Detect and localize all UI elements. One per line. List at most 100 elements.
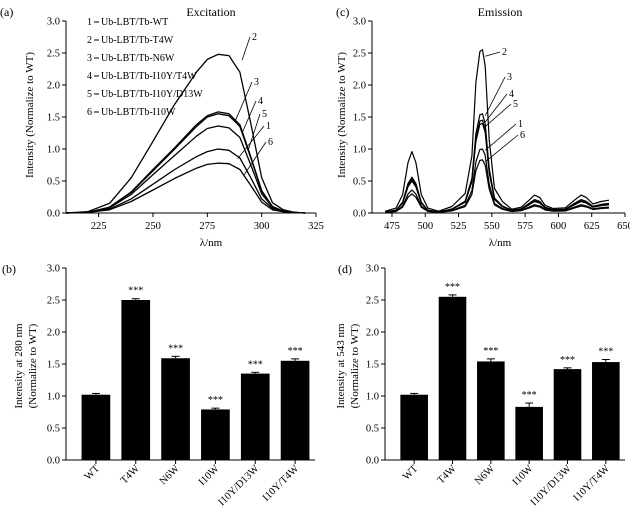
panel-b-ytick-label: 2.0: [47, 328, 60, 339]
panel-a-legend: 1 Ub-LBT/Tb-WT 2 Ub-LBT/Tb-T4W 3 Ub-LBT/…: [87, 17, 203, 118]
panel-a-ytick-label: 2.0: [47, 81, 60, 92]
panel-b-letter: (b): [2, 262, 16, 276]
panel-d-ytick-label: 1.5: [366, 360, 379, 371]
panel-a-xtick-label: 325: [308, 221, 324, 232]
panel-b-significance-I10Y/D13W: ***: [248, 359, 263, 370]
panel-d-bar-I10W: [515, 406, 543, 460]
emission-curve-label-2: 2: [502, 47, 507, 58]
panel-b-xtick-label-I10Y/T4W: I10Y/T4W: [261, 463, 301, 503]
excitation-curve-label-1: 1: [266, 121, 271, 132]
panel-b-bar-I10Y/D13W: [240, 373, 270, 460]
panel-c-letter: (c): [336, 5, 349, 19]
panel-b-bar-I10W: [201, 409, 230, 460]
panel-b-ytick-label: 0.0: [47, 456, 60, 467]
panel-d-ytick-label: 2.5: [366, 296, 379, 307]
emission-label-leader-1: [484, 123, 517, 151]
panel-b-ytick-label: 1.5: [47, 360, 60, 371]
legend-entry-2: 2 Ub-LBT/Tb-T4W: [87, 35, 174, 46]
panel-d-ytick-label: 1.0: [366, 392, 379, 403]
panel-d: (d) 0.00.51.01.52.02.53.0WT T4W N6W I10WI10…: [335, 262, 625, 508]
excitation-curve-label-2: 2: [252, 32, 257, 43]
panel-d-bar-I10Y/T4W: [592, 362, 620, 460]
panel-c-title: Emission: [478, 5, 523, 19]
legend-label-5: Ub-LBT/Tb-I10Y/D13W: [101, 89, 203, 100]
panel-b: (b) 0.00.51.01.52.02.53.0WT T4W N6W I10WI10…: [2, 262, 315, 508]
panel-d-xtick-label-WT: WT: [401, 463, 421, 483]
panel-d-xtick-label-T4W: T4W: [436, 463, 459, 486]
excitation-curve-label-4: 4: [258, 96, 263, 107]
panel-d-letter: (d): [338, 262, 352, 276]
panel-c-ylabel: Intensity (Normalize to WT): [336, 52, 348, 178]
panel-c-xtick-label: 575: [517, 221, 533, 232]
emission-label-leader-2: [485, 51, 501, 57]
panel-a-title: Excitation: [186, 5, 235, 19]
panel-c-ytick-label: 1.0: [353, 145, 366, 156]
emission-curve-6: [385, 159, 610, 213]
panel-a-ytick-label: 3.0: [47, 17, 60, 28]
panel-c-curves: [385, 49, 610, 213]
panel-c-ytick-label: 3.0: [353, 17, 366, 28]
panel-d-xtick-label-I10Y/D13W: I10Y/D13W: [529, 463, 574, 508]
panel-c-ytick-label: 2.5: [353, 49, 366, 60]
excitation-label-leader-2: [241, 36, 251, 61]
panel-c-axes: 0.0 0.5 1.0 1.5 2.0 2.5 3.0 475 500 525 550 575 600 6…: [353, 17, 630, 233]
excitation-curve-1: [65, 148, 306, 214]
panel-b-xtick-label-N6W: N6W: [158, 463, 182, 487]
panel-b-xtick-label-I10W: I10W: [197, 463, 222, 488]
panel-a-xtick-label: 275: [199, 221, 215, 232]
legend-entry-5: 5 Ub-LBT/Tb-I10Y/D13W: [87, 89, 203, 100]
emission-curve-label-4: 4: [509, 89, 514, 100]
excitation-curve-label-3: 3: [254, 77, 259, 88]
panel-c-xtick-label: 525: [451, 221, 467, 232]
panel-d-significance-I10Y/T4W: ***: [598, 347, 613, 358]
panel-d-significance-I10Y/D13W: ***: [560, 355, 575, 366]
legend-entry-3: 3 Ub-LBT/Tb-N6W: [87, 53, 175, 64]
excitation-label-leader-6: [243, 141, 267, 175]
emission-label-leader-6: [484, 134, 519, 163]
legend-num-6: 6: [87, 107, 92, 118]
legend-num-2: 2: [87, 35, 92, 46]
panel-a-xtick-label: 250: [145, 221, 161, 232]
panel-b-significance-N6W: ***: [168, 343, 183, 354]
excitation-curve-label-6: 6: [268, 137, 273, 148]
legend-num-4: 4: [87, 71, 92, 82]
legend-num-5: 5: [87, 89, 92, 100]
panel-a-letter: (a): [0, 5, 13, 19]
panel-a-xlabel: λ/nm: [200, 237, 223, 249]
panel-c-ytick-label: 0.5: [353, 177, 366, 188]
excitation-label-leader-4: [241, 100, 257, 134]
emission-label-leader-5: [484, 103, 512, 127]
panel-b-bar-I10Y/T4W: [280, 360, 310, 460]
panel-a-xtick-label: 300: [254, 221, 270, 232]
excitation-label-leader-1: [237, 125, 265, 159]
panel-a-xtick-label: 225: [91, 221, 107, 232]
panel-d-xtick-label-N6W: N6W: [473, 463, 497, 487]
emission-curve-label-3: 3: [507, 72, 512, 83]
emission-curve-2: [385, 49, 610, 212]
panel-a-ytick-label: 2.5: [47, 49, 60, 60]
panel-d-bar-WT: [400, 394, 428, 460]
panel-b-xtick-label-T4W: T4W: [119, 463, 142, 486]
panel-c-xtick-label: 475: [384, 221, 400, 232]
panel-d-significance-I10W: ***: [522, 390, 537, 401]
panel-a-ylabel: Intensity (Normalize to WT): [24, 52, 36, 178]
panel-b-ytick-label: 1.0: [47, 392, 60, 403]
panel-c-xtick-label: 550: [484, 221, 500, 232]
emission-label-leader-4: [484, 93, 508, 123]
panel-c-xtick-label: 500: [417, 221, 433, 232]
legend-num-3: 3: [87, 53, 92, 64]
emission-curve-label-5: 5: [513, 99, 518, 110]
panel-d-ytick-label: 3.0: [366, 264, 379, 275]
panel-b-ylabel: Intensity at 280 nm: [13, 323, 25, 409]
panel-d-bar-T4W: [438, 296, 467, 460]
panel-c-xlabel: λ/nm: [489, 237, 512, 249]
panel-c-xtick-label: 625: [584, 221, 600, 232]
panel-d-ytick-label: 2.0: [366, 328, 379, 339]
panel-a-curve-labels: 2 3 4 51 6: [235, 32, 273, 175]
panel-b-ylabel-sub: (Normalize to WT): [27, 323, 39, 408]
panel-c-ytick-label: 2.0: [353, 81, 366, 92]
panel-a-ytick-label: 0.0: [47, 209, 60, 220]
panel-d-xtick-label-I10W: I10W: [511, 463, 536, 488]
panel-c-xtick-label: 600: [551, 221, 567, 232]
